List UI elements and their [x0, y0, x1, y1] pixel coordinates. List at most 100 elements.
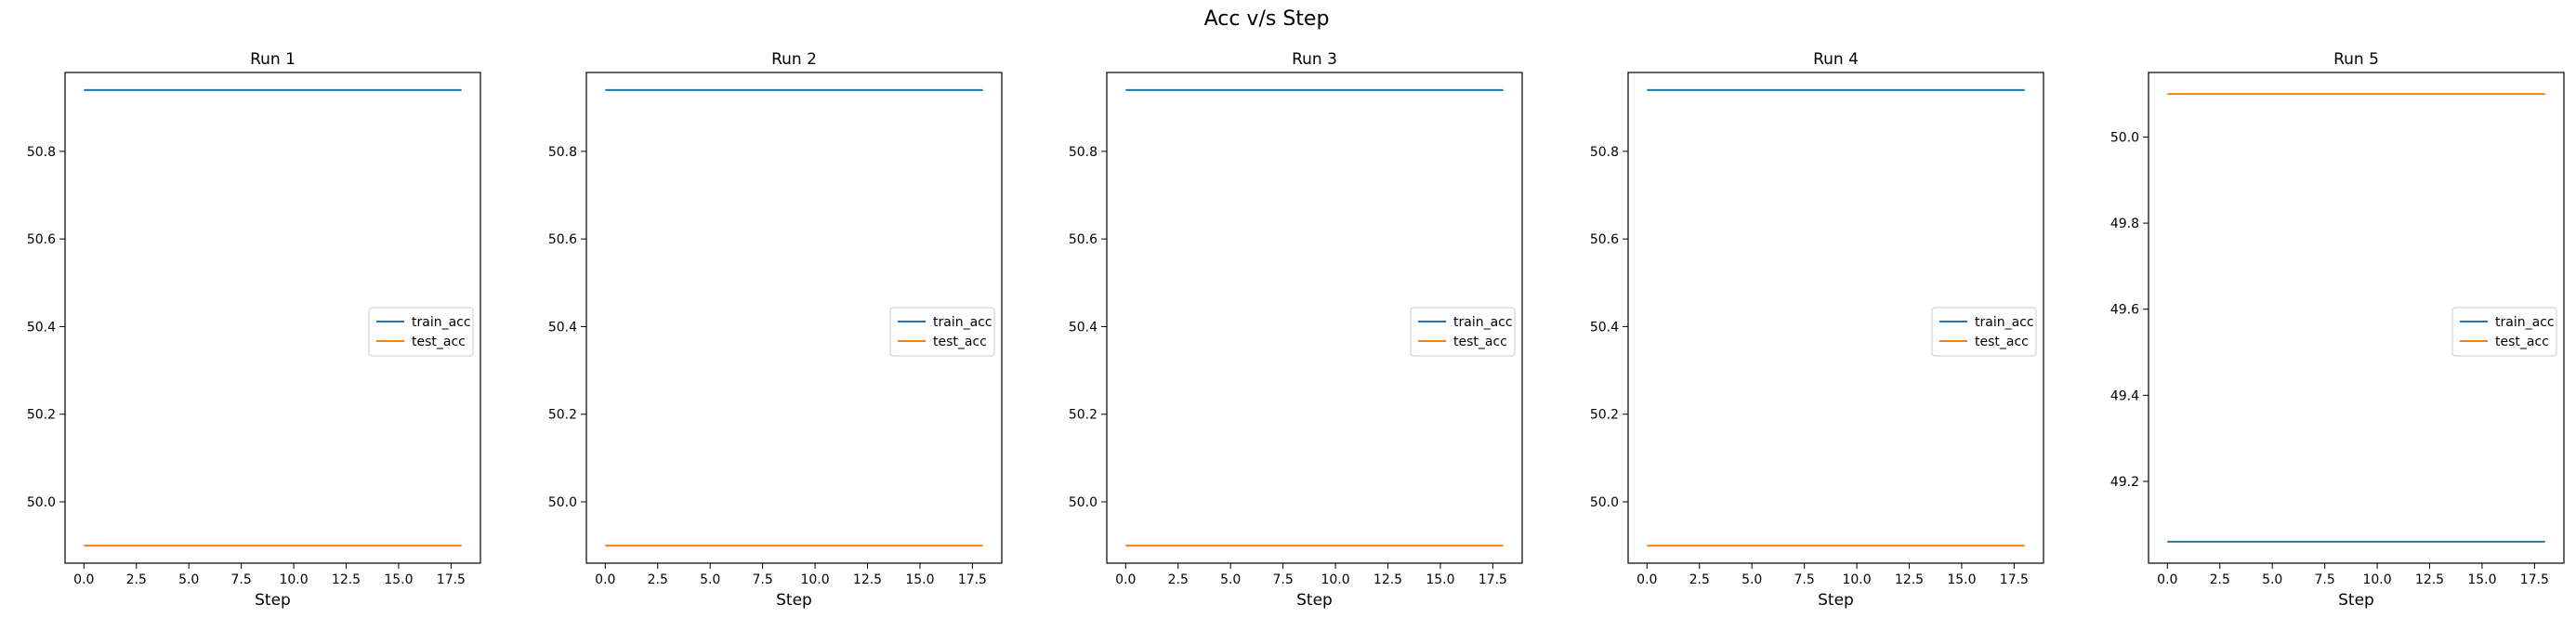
y-tick-label: 50.4	[1590, 320, 1619, 335]
y-tick-label: 50.0	[548, 495, 577, 510]
subplot: Run 4 0.0 2.5 5.0 7.5 10.0 12.5 15.0 17.5 50.0 50.…	[1590, 50, 2044, 610]
legend-label: test_acc	[1453, 335, 1507, 349]
x-tick-label: 5.0	[1220, 572, 1241, 587]
x-tick-label: 10.0	[1321, 572, 1349, 587]
y-tick-label: 49.2	[2110, 475, 2139, 490]
y-tick-label: 50.6	[1069, 232, 1097, 247]
y-tick-label: 49.8	[2110, 217, 2139, 231]
subplot-title: Run 2	[771, 50, 817, 69]
x-tick-label: 2.5	[126, 572, 147, 587]
y-tick-label: 50.2	[548, 408, 577, 423]
legend-box	[889, 307, 995, 357]
x-tick-label: 15.0	[1947, 572, 1976, 587]
y-tick-label: 50.4	[1069, 320, 1097, 335]
x-tick-label: 0.0	[595, 572, 615, 587]
x-tick-label: 7.5	[1794, 572, 1815, 587]
subplot-title: Run 4	[1813, 50, 1859, 69]
legend-label: train_acc	[412, 315, 471, 330]
axes-frame	[2148, 72, 2565, 564]
y-tick-label: 50.8	[548, 145, 577, 160]
x-tick-label: 17.5	[2000, 572, 2029, 587]
subplot-title: Run 1	[250, 50, 296, 69]
x-tick-label: 15.0	[2467, 572, 2496, 587]
x-axis-label: Step	[255, 591, 291, 610]
y-tick-label: 50.2	[1069, 408, 1097, 423]
x-tick-label: 7.5	[1273, 572, 1294, 587]
legend-label: test_acc	[933, 335, 987, 349]
x-tick-label: 12.5	[853, 572, 882, 587]
y-tick-label: 50.6	[1590, 232, 1619, 247]
x-tick-label: 2.5	[1168, 572, 1189, 587]
x-axis-label: Step	[776, 591, 812, 610]
x-tick-label: 15.0	[905, 572, 934, 587]
x-tick-label: 0.0	[1115, 572, 1136, 587]
subplot: Run 5 0.0 2.5 5.0 7.5 10.0 12.5 15.0 17.5 49.2 49.…	[2110, 50, 2565, 610]
legend-label: test_acc	[2495, 335, 2549, 349]
subplot-grid: Run 1 0.0 2.5 5.0 7.5 10.0 12.5 15.0 17.5 50.0 50.…	[27, 50, 2565, 610]
x-tick-label: 10.0	[1842, 572, 1871, 587]
legend-label: train_acc	[1975, 315, 2034, 330]
x-tick-label: 12.5	[1895, 572, 1924, 587]
y-tick-label: 50.6	[27, 232, 56, 247]
x-tick-label: 0.0	[1636, 572, 1657, 587]
figure-suptitle: Acc v/s Step	[1204, 7, 1330, 31]
x-tick-label: 15.0	[1426, 572, 1454, 587]
legend-box	[1931, 307, 2037, 357]
x-tick-label: 5.0	[700, 572, 720, 587]
x-tick-label: 12.5	[1373, 572, 1402, 587]
axes-frame	[64, 72, 481, 564]
y-tick-label: 50.8	[1069, 145, 1097, 160]
x-tick-label: 10.0	[2362, 572, 2391, 587]
y-tick-label: 50.0	[27, 495, 56, 510]
legend-box	[1410, 307, 1516, 357]
y-tick-label: 50.2	[27, 408, 56, 423]
x-tick-label: 2.5	[1689, 572, 1710, 587]
y-tick-label: 50.0	[1069, 495, 1097, 510]
x-axis-label: Step	[2338, 591, 2374, 610]
x-tick-label: 7.5	[2315, 572, 2335, 587]
subplot-title: Run 3	[1292, 50, 1337, 69]
y-tick-label: 50.8	[1590, 145, 1619, 160]
x-tick-label: 17.5	[958, 572, 987, 587]
legend-label: train_acc	[933, 315, 992, 330]
legend-box	[2451, 307, 2557, 357]
x-tick-label: 10.0	[800, 572, 829, 587]
subplot: Run 3 0.0 2.5 5.0 7.5 10.0 12.5 15.0 17.5 50.0 50.…	[1069, 50, 1523, 610]
subplot-title: Run 5	[2333, 50, 2379, 69]
x-tick-label: 0.0	[73, 572, 94, 587]
y-tick-label: 49.6	[2110, 303, 2139, 318]
x-tick-label: 5.0	[2262, 572, 2282, 587]
x-tick-label: 2.5	[2210, 572, 2230, 587]
x-tick-label: 17.5	[437, 572, 466, 587]
y-tick-label: 50.4	[548, 320, 577, 335]
legend-label: train_acc	[2495, 315, 2555, 330]
legend-label: test_acc	[412, 335, 466, 349]
legend-label: train_acc	[1453, 315, 1513, 330]
axes-frame	[585, 72, 1003, 564]
x-tick-label: 5.0	[178, 572, 199, 587]
x-tick-label: 12.5	[332, 572, 361, 587]
x-axis-label: Step	[1296, 591, 1333, 610]
legend-box	[368, 307, 474, 357]
subplot: Run 2 0.0 2.5 5.0 7.5 10.0 12.5 15.0 17.5 50.0 50.…	[548, 50, 1003, 610]
x-tick-label: 7.5	[753, 572, 773, 587]
x-tick-label: 2.5	[648, 572, 668, 587]
legend-label: test_acc	[1975, 335, 2029, 349]
axes-frame	[1627, 72, 2044, 564]
subplot: Run 1 0.0 2.5 5.0 7.5 10.0 12.5 15.0 17.5 50.0 50.…	[27, 50, 481, 610]
x-axis-label: Step	[1818, 591, 1854, 610]
x-tick-label: 5.0	[1741, 572, 1762, 587]
y-tick-label: 50.2	[1590, 408, 1619, 423]
x-tick-label: 15.0	[384, 572, 413, 587]
y-tick-label: 50.0	[2110, 130, 2139, 145]
y-tick-label: 50.4	[27, 320, 56, 335]
x-tick-label: 12.5	[2415, 572, 2444, 587]
x-tick-label: 17.5	[2520, 572, 2549, 587]
y-tick-label: 50.8	[27, 145, 56, 160]
x-tick-label: 0.0	[2157, 572, 2177, 587]
y-tick-label: 50.6	[548, 232, 577, 247]
x-tick-label: 10.0	[279, 572, 308, 587]
y-tick-label: 50.0	[1590, 495, 1619, 510]
x-tick-label: 7.5	[231, 572, 252, 587]
